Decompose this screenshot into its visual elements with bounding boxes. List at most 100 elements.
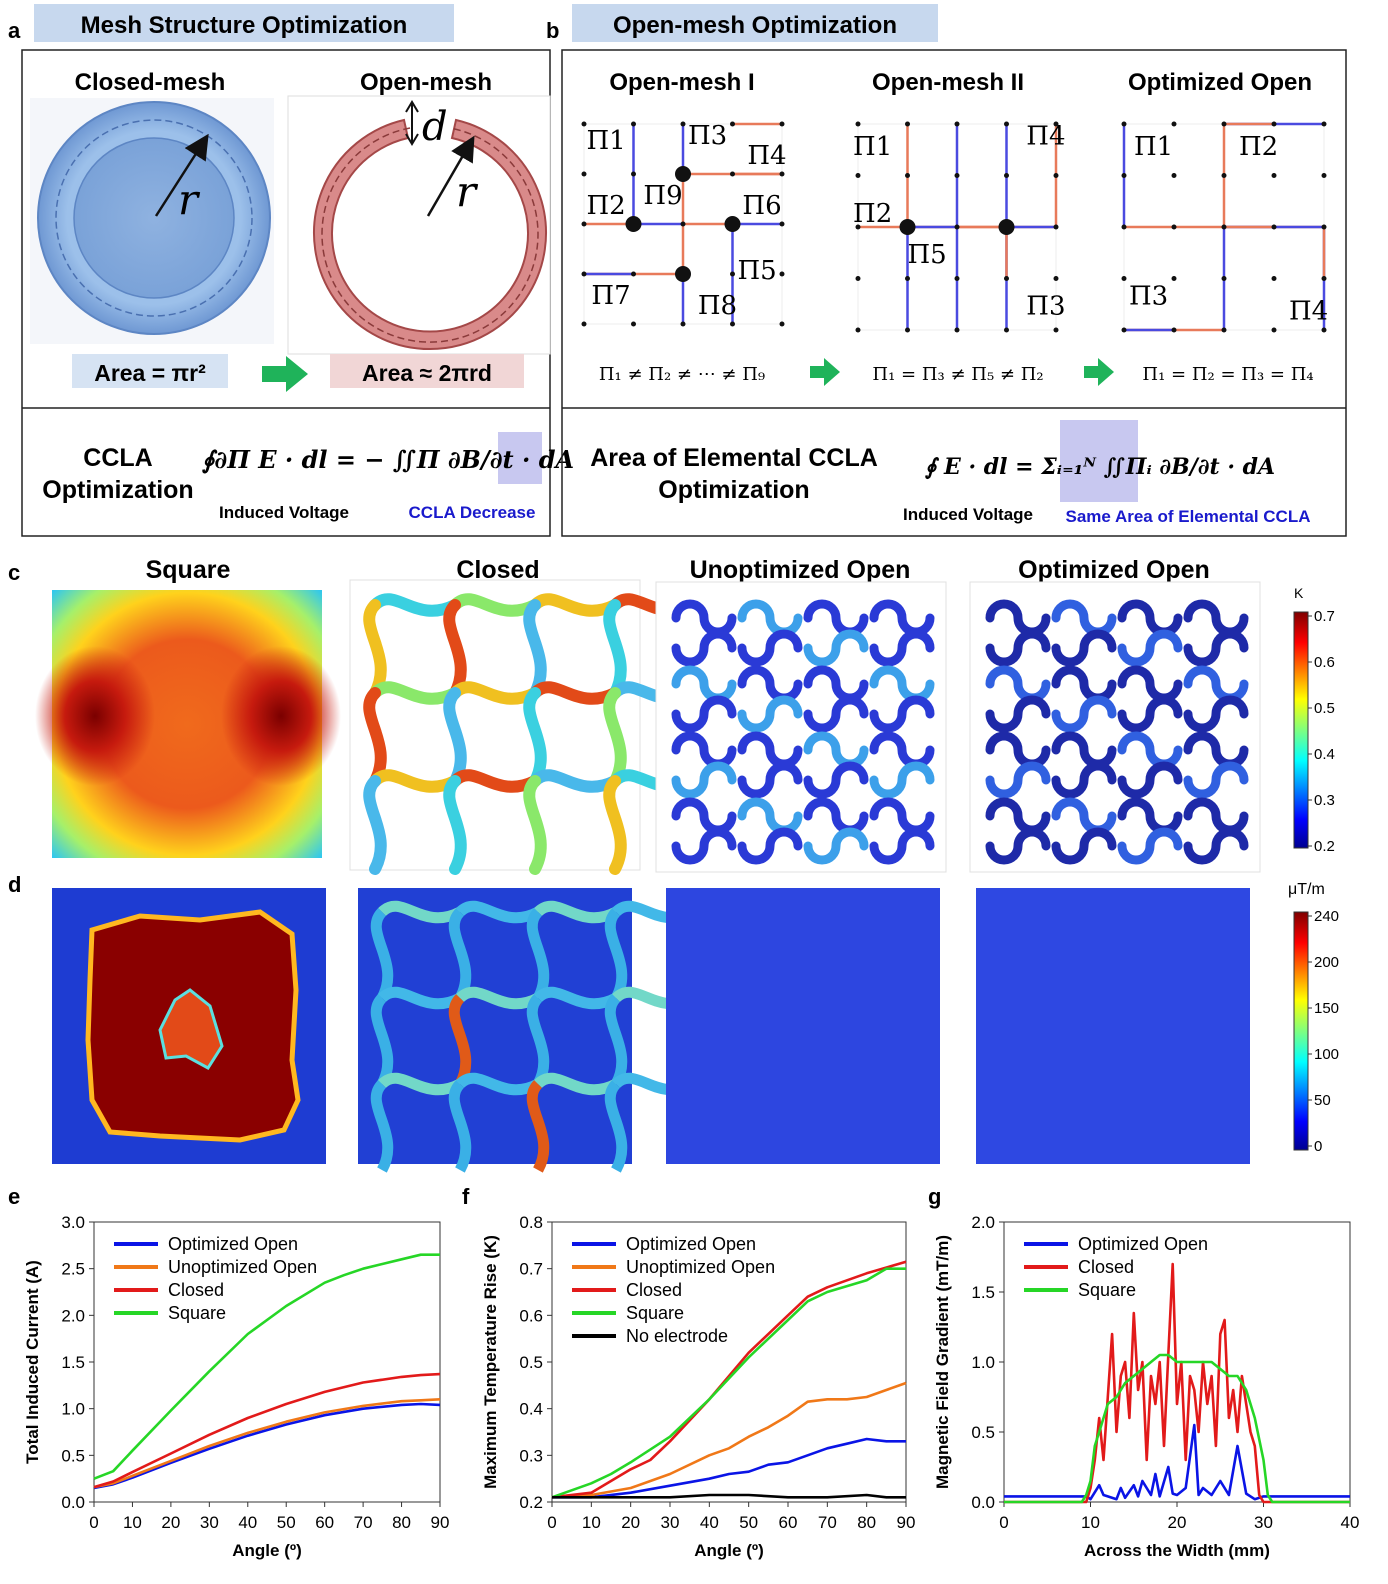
closed-mesh-dash — [55, 119, 253, 317]
open-wire — [803, 797, 869, 835]
open-wire — [803, 827, 869, 865]
ccla-line2: Optimization — [42, 476, 193, 504]
grid-node — [631, 321, 636, 327]
d-closed-wire — [378, 1072, 463, 1096]
closed-wire — [449, 681, 541, 705]
x-tick-label: 80 — [392, 1513, 411, 1532]
elemental-equation: ∮ E · dl = Σᵢ₌₁ᴺ ∬Πᵢ ∂B/∂t · dA — [925, 454, 1275, 480]
y-tick-label: 1.0 — [61, 1400, 85, 1419]
open-wire — [1117, 797, 1183, 835]
closed-wire — [363, 687, 387, 787]
y-tick-label: 0.3 — [519, 1446, 543, 1465]
grid-node — [1004, 173, 1009, 178]
grid-node — [905, 327, 910, 333]
x-tick-label: 70 — [818, 1513, 837, 1532]
c-title-unoptimized: Unoptimized Open — [690, 556, 911, 584]
colorbar-tick-label: 50 — [1314, 1092, 1331, 1109]
x-tick-label: 20 — [161, 1513, 180, 1532]
same-area: Same Area of Elemental CCLA — [1066, 507, 1311, 526]
d-closed-wire — [604, 994, 628, 1087]
open-wire — [985, 827, 1051, 865]
open-wire — [1051, 665, 1117, 703]
grid-node — [1121, 121, 1127, 127]
x-tick-label: 20 — [621, 1513, 640, 1532]
region-label: Π2 — [586, 191, 625, 221]
grid-node — [1171, 173, 1177, 178]
open-wire — [737, 599, 803, 637]
open-wire — [1183, 695, 1249, 733]
x-tick-label: 80 — [857, 1513, 876, 1532]
grid-node — [779, 171, 785, 177]
banner-a-bg — [34, 4, 454, 42]
legend-label: Square — [626, 1303, 684, 1323]
open-wire — [737, 695, 803, 733]
d-closed-pattern — [370, 900, 697, 1173]
open-wire — [671, 599, 737, 637]
region-label: Π3 — [1026, 292, 1065, 322]
open-mesh-ring — [313, 118, 547, 351]
colorbar-tick-label: 200 — [1314, 954, 1339, 971]
grid-node — [1271, 121, 1277, 127]
region-label: Π8 — [698, 291, 737, 321]
d-colorbar — [1293, 911, 1309, 1151]
closed-wire — [449, 769, 541, 793]
open-wire — [869, 599, 935, 637]
open-d-label: d — [422, 104, 448, 150]
region-label: Π5 — [908, 240, 947, 270]
legend-label: No electrode — [626, 1326, 728, 1346]
a-induced-voltage: Induced Voltage — [219, 503, 349, 522]
x-tick-label: 40 — [1341, 1513, 1360, 1532]
open-wire — [869, 797, 935, 835]
b-green-arrow-1 — [810, 358, 840, 386]
y-axis-label: Magnetic Field Gradient (mT/m) — [933, 1235, 952, 1489]
grid-node — [779, 321, 785, 327]
y-axis-label: Total Induced Current (A) — [23, 1260, 42, 1464]
open-wire — [985, 665, 1051, 703]
open-mesh-title: Open-mesh — [360, 69, 492, 96]
closed-wire — [523, 687, 547, 787]
banner-a: Mesh Structure Optimization — [81, 12, 408, 39]
faraday-equation: ∮∂Π E · dl = − ∬Π ∂B/∂t · dA — [202, 445, 574, 474]
grid-node — [1221, 276, 1227, 281]
y-tick-label: 0.5 — [519, 1353, 543, 1372]
banner-b: Open-mesh Optimization — [613, 12, 897, 39]
open-wire — [1183, 629, 1249, 667]
x-tick-label: 0 — [999, 1513, 1008, 1532]
region-label: Π1 — [1134, 132, 1173, 162]
sum-highlight — [1060, 420, 1138, 502]
grid-node — [905, 121, 910, 127]
series-line — [93, 1253, 440, 1480]
open-wire — [1051, 761, 1117, 799]
open-wire — [985, 761, 1051, 799]
region-label: Π4 — [1026, 122, 1065, 152]
grid-node — [730, 171, 735, 177]
grid-node — [730, 321, 735, 327]
closed-wire — [523, 775, 547, 875]
relation-1: Π₁ ≠ Π₂ ≠ ⋯ ≠ Π₉ — [599, 364, 765, 385]
colorbar-tick-label: 0.5 — [1314, 700, 1335, 717]
x-tick-label: 20 — [1168, 1513, 1187, 1532]
x-tick-label: 10 — [1081, 1513, 1100, 1532]
gap-arrow-heads — [405, 100, 419, 146]
x-tick-label: 40 — [700, 1513, 719, 1532]
b-induced-voltage: Induced Voltage — [903, 505, 1033, 524]
y-tick-label: 0.4 — [519, 1400, 543, 1419]
colorbar-tick-label: 0.6 — [1314, 654, 1335, 671]
open-wire — [985, 599, 1051, 637]
grid-node — [680, 321, 686, 327]
grid-node — [581, 271, 587, 277]
grid-node — [1171, 327, 1177, 333]
d-closed-wire — [448, 1080, 472, 1173]
c-colorbar — [1293, 611, 1309, 849]
series-line — [1004, 1353, 1350, 1504]
junction-node — [998, 219, 1015, 235]
c-title-optimized: Optimized Open — [1018, 556, 1210, 584]
closed-area: Area = πr² — [94, 360, 206, 386]
colorbar-tick-label: 0.3 — [1314, 792, 1335, 809]
grid-node — [855, 327, 861, 333]
grid-node — [1221, 327, 1227, 333]
open-wire — [1051, 731, 1117, 769]
c-unopt-pattern — [671, 599, 935, 865]
grid-node — [855, 224, 861, 230]
x-tick-label: 60 — [779, 1513, 798, 1532]
